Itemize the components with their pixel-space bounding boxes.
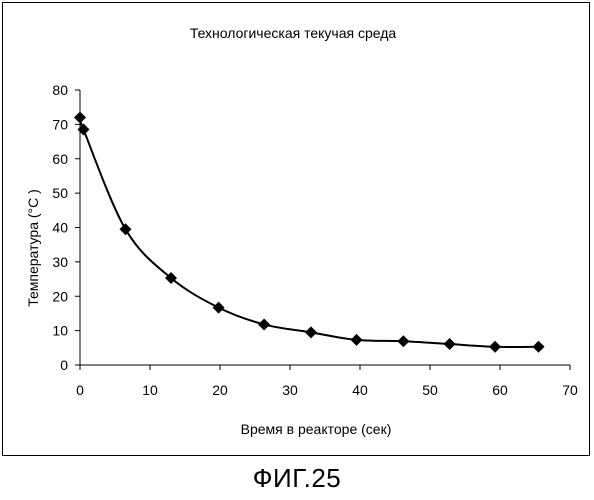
x-axis-label: Время в реакторе (сек): [241, 421, 392, 437]
data-point: [350, 333, 363, 346]
series-line: [78, 116, 539, 348]
data-point: [397, 335, 410, 348]
x-tick-label: 40: [352, 382, 368, 398]
y-tick-label: 30: [52, 254, 68, 270]
y-tick-label: 70: [52, 116, 68, 132]
data-point: [165, 272, 177, 285]
x-axis-ticks: 0 10 20 30 40 50 60 70: [76, 365, 578, 398]
data-point: [532, 340, 545, 353]
x-tick-label: 50: [422, 382, 438, 398]
y-tick-label: 40: [52, 220, 68, 236]
y-tick-label: 10: [52, 323, 68, 339]
y-axis-label: Температура (°C ): [25, 189, 41, 307]
series-temperature: [74, 111, 545, 353]
x-tick-label: 60: [492, 382, 508, 398]
line-chart: Технологическая текучая среда 0 10 20 30 40 5…: [25, 25, 578, 437]
data-point: [119, 223, 132, 236]
chart-frame: [2, 2, 590, 456]
data-point: [77, 123, 90, 136]
y-tick-label: 60: [52, 151, 68, 167]
y-tick-label: 20: [52, 288, 68, 304]
data-point: [74, 111, 86, 124]
data-point: [212, 301, 225, 314]
x-tick-label: 30: [282, 382, 298, 398]
x-tick-label: 70: [562, 382, 578, 398]
data-point: [258, 318, 271, 331]
x-tick-label: 20: [212, 382, 228, 398]
y-tick-label: 50: [52, 185, 68, 201]
x-tick-label: 10: [142, 382, 158, 398]
y-axis-ticks: 0 10 20 30 40 50 60 70 80: [52, 82, 80, 373]
data-point: [489, 340, 502, 353]
figure-caption: ФИГ.25: [252, 463, 342, 493]
data-point: [443, 338, 456, 351]
chart-title: Технологическая текучая среда: [190, 25, 397, 41]
y-tick-label: 0: [60, 357, 68, 373]
y-tick-label: 80: [52, 82, 68, 98]
x-tick-label: 0: [76, 382, 84, 398]
data-point: [305, 326, 317, 339]
